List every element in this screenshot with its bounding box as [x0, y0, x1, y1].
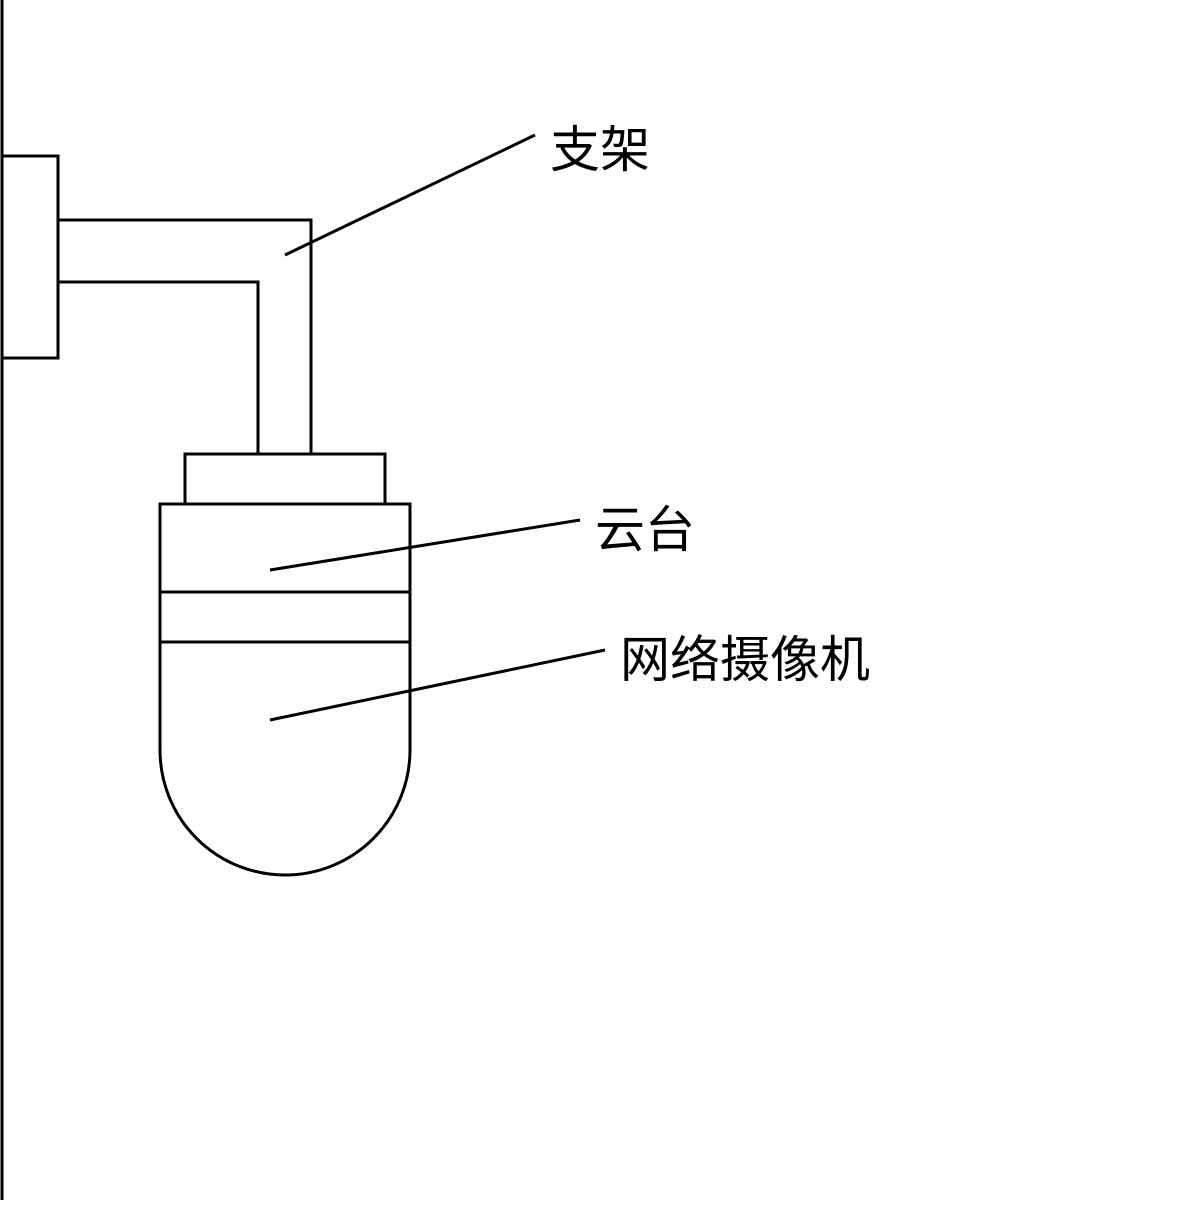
diagram-svg: [0, 0, 1200, 1216]
label-bracket: 支架: [550, 110, 650, 182]
label-camera: 网络摄像机: [620, 620, 870, 692]
label-ptz: 云台: [595, 490, 695, 562]
camera-diagram: 支架 云台 网络摄像机: [0, 0, 1200, 1216]
